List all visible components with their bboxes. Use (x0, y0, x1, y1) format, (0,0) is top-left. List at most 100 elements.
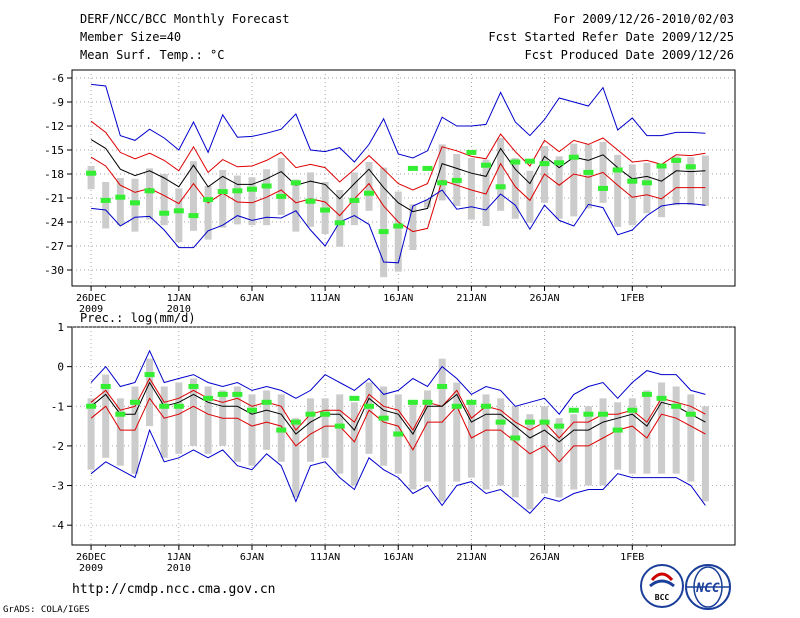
prec-spread-box (409, 402, 417, 490)
temp-spread-box (467, 158, 475, 220)
temp-spread-box (409, 204, 417, 250)
prec-spread-box (424, 390, 432, 482)
prec-observation-marker (568, 407, 579, 413)
temp-spread-box (146, 168, 154, 220)
temp-spread-box (365, 162, 373, 211)
temp-observation-marker (481, 162, 492, 168)
temp-observation-marker (641, 180, 652, 186)
prec-observation-marker (188, 383, 199, 389)
temp-spread-box (102, 182, 110, 229)
prec-observation-marker (583, 411, 594, 417)
prec-spread-box (672, 386, 680, 474)
temp-ytick-label: -18 (44, 168, 64, 181)
temp-observation-marker (173, 208, 184, 214)
temp-spread-box (336, 190, 344, 247)
prec-series-max (90, 349, 706, 415)
grads-credit: GrADS: COLA/IGES (3, 605, 90, 615)
prec-spread-box (189, 378, 197, 446)
temp-spread-box (175, 188, 183, 242)
temp-observation-marker (232, 188, 243, 194)
prec-observation-marker (671, 403, 682, 409)
temp-ytick-label: -12 (44, 120, 64, 133)
temp-observation-marker (685, 164, 696, 170)
prec-spread-box (146, 358, 154, 427)
prec-observation-marker (641, 391, 652, 397)
prec-observation-marker (115, 411, 126, 417)
prec-spread-box (599, 398, 607, 486)
prec-observation-marker (246, 407, 257, 413)
temp-spread-box (628, 164, 636, 226)
temp-observation-marker (393, 223, 404, 229)
source-url[interactable]: http://cmdp.ncc.cma.gov.cn (72, 582, 276, 597)
prec-spread-box (541, 406, 549, 494)
temp-observation-marker (86, 170, 97, 176)
prec-observation-marker (349, 395, 360, 401)
temp-observation-marker (612, 167, 623, 173)
temp-observation-marker (451, 177, 462, 183)
temp-spread-box (687, 157, 695, 206)
prec-spread-box (380, 386, 388, 466)
prec-ytick-label: -1 (51, 400, 64, 413)
prec-observation-marker (524, 419, 535, 425)
temp-frame (71, 69, 736, 287)
prec-spread-box (292, 418, 300, 498)
prec-spread-box (175, 382, 183, 454)
temp-observation-marker (568, 154, 579, 160)
temp-ytick-label: -21 (44, 192, 64, 205)
prec-spread-box (497, 398, 505, 486)
prec-observation-marker (627, 407, 638, 413)
temp-series-lower (90, 156, 706, 233)
temp-spread-box (292, 179, 300, 232)
temp-spread-box (614, 154, 622, 227)
prec-observation-marker (598, 411, 609, 417)
prec-observation-marker (86, 403, 97, 409)
temp-year-label: 2010 (167, 304, 191, 315)
prec-xtick-label: 26JAN (529, 552, 559, 563)
temp-ytick-label: -24 (44, 216, 64, 229)
prec-spread-box (102, 374, 110, 458)
prec-spread-box (467, 402, 475, 478)
prec-spread-box (555, 418, 563, 498)
prec-year-label: 2010 (167, 563, 191, 574)
prec-observation-marker (422, 399, 433, 405)
temp-observation-marker (466, 149, 477, 155)
prec-observation-marker (173, 403, 184, 409)
prec-observation-marker (203, 395, 214, 401)
prec-spread-box (526, 414, 534, 510)
prec-observation-marker (466, 399, 477, 405)
prec-observation-marker (261, 399, 272, 405)
temp-spread-box (672, 156, 680, 206)
prec-observation-marker (481, 403, 492, 409)
temp-spread-box (233, 175, 241, 225)
temp-spread-box (658, 166, 666, 218)
temp-observation-marker (524, 158, 535, 164)
produced-date-label: Fcst Produced Date 2009/12/26 (524, 48, 734, 62)
prec-xtick-label: 11JAN (310, 552, 340, 563)
temp-observation-marker (598, 185, 609, 191)
temp-spread-box (511, 158, 519, 219)
prec-observation-marker (232, 391, 243, 397)
prec-observation-marker (393, 431, 404, 437)
temp-spread-box (555, 156, 563, 219)
prec-spread-box (453, 382, 461, 482)
temp-xtick-label: 1JAN (167, 293, 191, 304)
temp-observation-marker (627, 178, 638, 184)
prec-observation-marker (129, 399, 140, 405)
temp-observation-marker (159, 210, 170, 216)
prec-spread-box (365, 382, 373, 454)
temp-spread-box (584, 144, 592, 209)
temp-spread-box (248, 177, 256, 226)
temp-spread-box (380, 167, 388, 278)
prec-observation-marker (276, 427, 287, 433)
temp-xtick-label: 11JAN (310, 293, 340, 304)
prec-spread-box (482, 394, 490, 490)
temp-spread-box (643, 162, 651, 214)
prec-spread-box (248, 394, 256, 466)
prec-observation-marker (305, 411, 316, 417)
prec-observation-marker (378, 415, 389, 421)
ncc-logo: NCC (685, 564, 731, 610)
prec-spread-box (438, 358, 446, 502)
prec-observation-marker (451, 403, 462, 409)
prec-ytick-label: -3 (51, 480, 64, 493)
